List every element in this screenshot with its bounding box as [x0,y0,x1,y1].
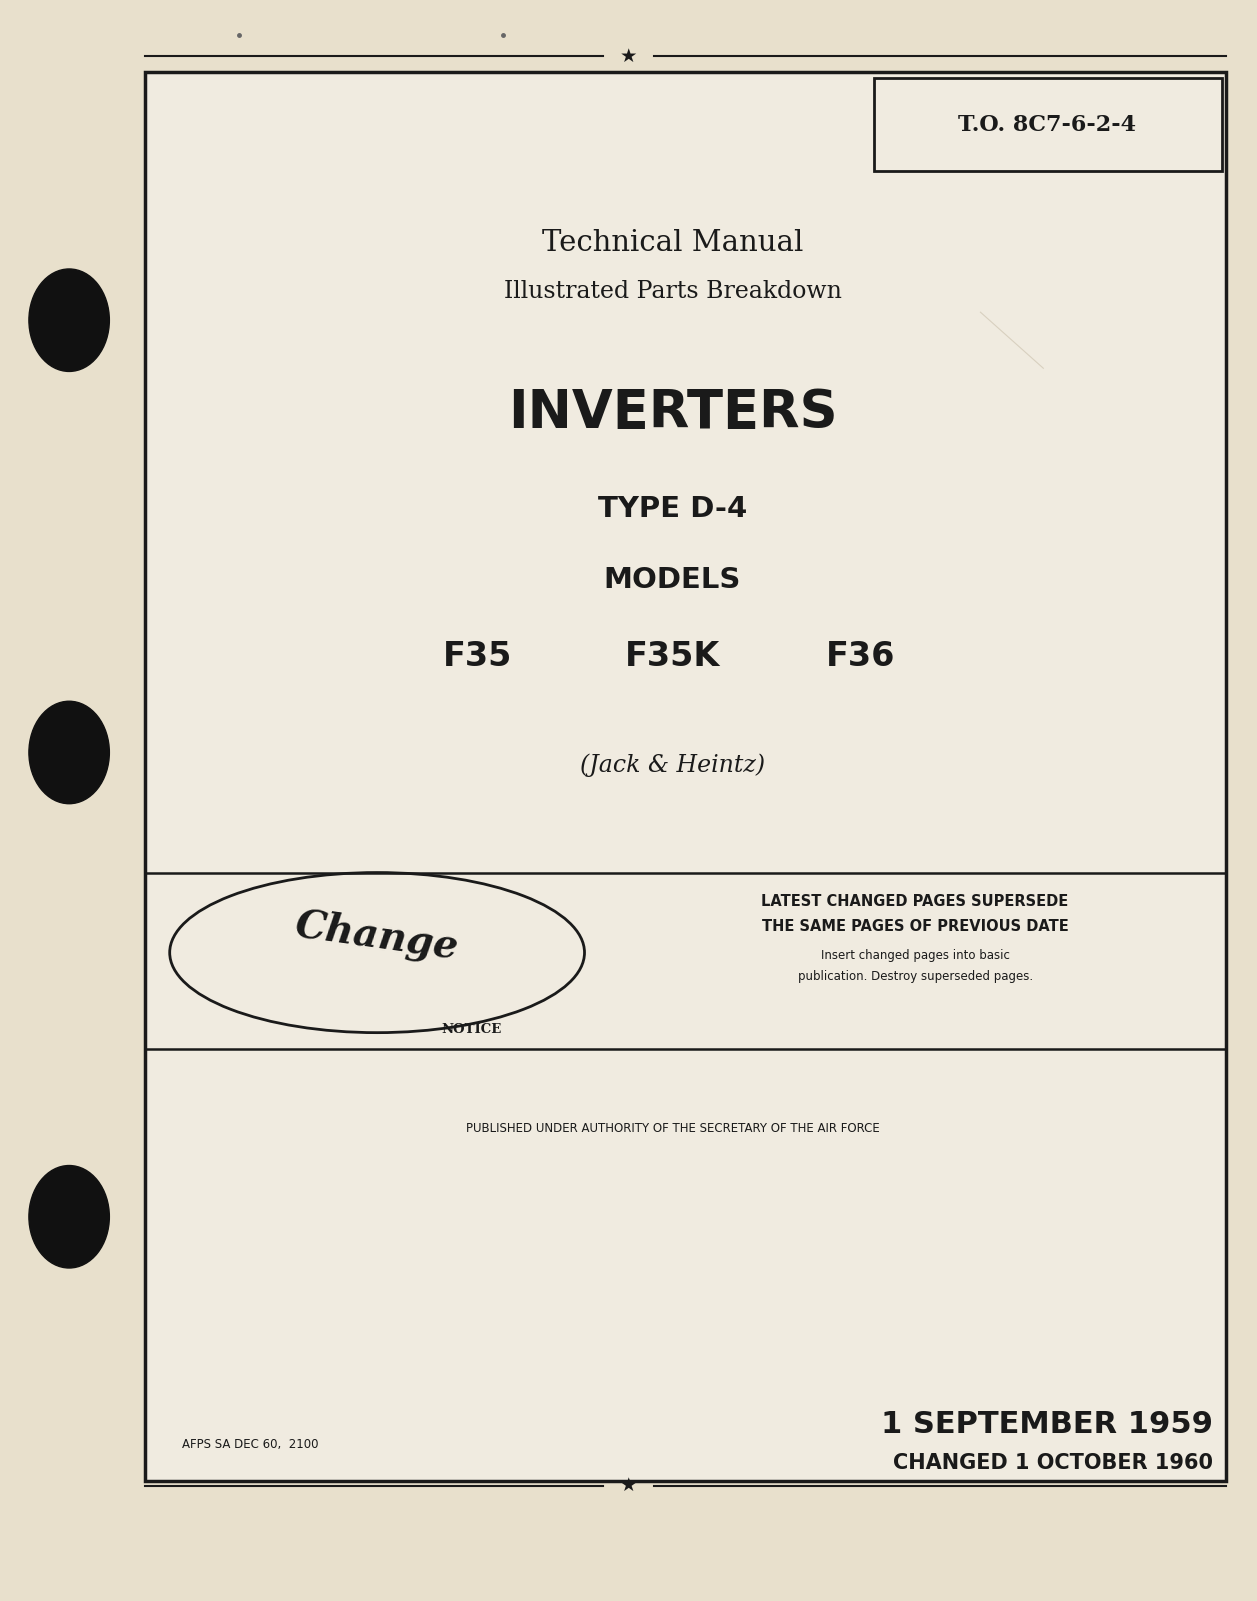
Text: F36: F36 [826,640,896,672]
Text: LATEST CHANGED PAGES SUPERSEDE: LATEST CHANGED PAGES SUPERSEDE [762,893,1068,909]
Text: THE SAME PAGES OF PREVIOUS DATE: THE SAME PAGES OF PREVIOUS DATE [762,919,1068,935]
Circle shape [29,269,109,371]
Text: Illustrated Parts Breakdown: Illustrated Parts Breakdown [504,280,841,303]
Text: MODELS: MODELS [603,565,742,594]
Text: (Jack & Heintz): (Jack & Heintz) [579,754,766,776]
Circle shape [29,1166,109,1268]
Text: T.O. 8C7-6-2-4: T.O. 8C7-6-2-4 [958,114,1136,136]
Text: F35: F35 [442,640,513,672]
Text: Insert changed pages into basic: Insert changed pages into basic [821,949,1009,962]
Circle shape [29,701,109,804]
Text: TYPE D-4: TYPE D-4 [598,495,747,524]
FancyBboxPatch shape [145,72,1226,1481]
Text: NOTICE: NOTICE [441,1023,502,1036]
Text: AFPS SA DEC 60,  2100: AFPS SA DEC 60, 2100 [182,1438,319,1451]
Text: INVERTERS: INVERTERS [508,387,837,439]
Text: publication. Destroy superseded pages.: publication. Destroy superseded pages. [797,970,1033,983]
Text: Technical Manual: Technical Manual [542,229,803,258]
FancyBboxPatch shape [874,78,1222,171]
Text: ★: ★ [620,1476,637,1495]
Text: Change: Change [293,906,461,967]
Text: ★: ★ [620,46,637,66]
Text: F35K: F35K [625,640,720,672]
Text: PUBLISHED UNDER AUTHORITY OF THE SECRETARY OF THE AIR FORCE: PUBLISHED UNDER AUTHORITY OF THE SECRETA… [465,1122,880,1135]
Text: 1 SEPTEMBER 1959: 1 SEPTEMBER 1959 [881,1410,1213,1439]
Text: CHANGED 1 OCTOBER 1960: CHANGED 1 OCTOBER 1960 [892,1454,1213,1473]
